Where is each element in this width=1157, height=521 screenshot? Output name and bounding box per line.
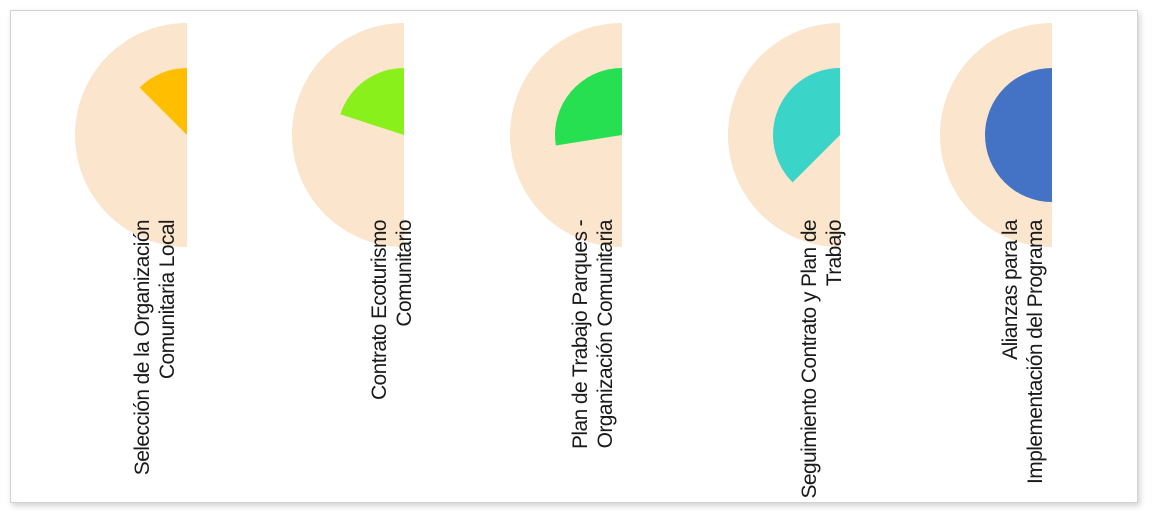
stage-label-alianzas: Alianzas para la Implementación del Prog… bbox=[999, 220, 1047, 484]
stage-background-seleccion bbox=[75, 23, 187, 247]
stage-progress-wedge-seguimiento bbox=[772, 68, 840, 183]
stage-label-contrato: Contrato Ecoturismo Comunitario bbox=[368, 220, 416, 401]
stage-progress-wedge-plan-de-trabajo bbox=[554, 68, 622, 146]
stage-label-plan-de-trabajo: Plan de Trabajo Parques - Organización C… bbox=[569, 220, 617, 449]
stage-background-contrato bbox=[292, 23, 404, 247]
stage-label-seguimiento: Seguimiento Contrato y Plan de Trabajo bbox=[798, 220, 846, 499]
stage-label-seleccion: Selección de la Organización Comunitaria… bbox=[131, 220, 179, 476]
stage-progress-wedge-contrato bbox=[340, 68, 404, 135]
stage-progress-wedge-alianzas bbox=[985, 68, 1052, 202]
stage-progress-wedge-seleccion bbox=[139, 67, 187, 135]
